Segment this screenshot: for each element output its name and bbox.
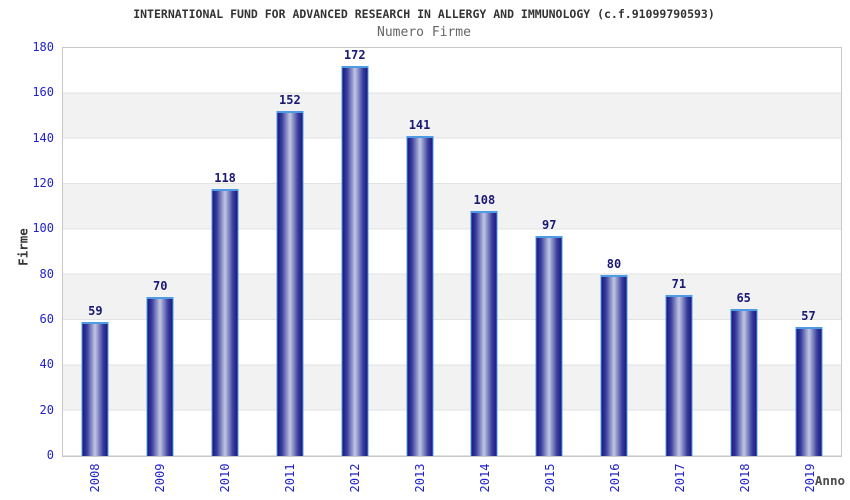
x-slot-2009: 2009 bbox=[127, 457, 192, 499]
bar-slot-2017: 71 bbox=[646, 48, 711, 456]
y-tick-label: 180 bbox=[32, 40, 54, 54]
x-tick-label: 2009 bbox=[152, 463, 167, 493]
bar-slot-2011: 152 bbox=[257, 48, 322, 456]
bar-value-label: 108 bbox=[473, 193, 496, 208]
x-slot-2016: 2016 bbox=[582, 457, 647, 499]
x-tick-label: 2017 bbox=[672, 463, 687, 493]
x-tick-label: 2008 bbox=[87, 463, 102, 493]
bar-value-label: 97 bbox=[541, 218, 557, 233]
x-slot-2017: 2017 bbox=[647, 457, 712, 499]
y-tick-label: 140 bbox=[32, 130, 54, 145]
bar-2018 bbox=[730, 308, 758, 456]
bar-slot-2012: 172 bbox=[322, 48, 387, 456]
bar-slot-2013: 141 bbox=[387, 48, 452, 456]
y-tick-label: 100 bbox=[32, 221, 54, 236]
bar-value-label: 141 bbox=[408, 118, 431, 133]
y-tick-label: 80 bbox=[39, 266, 54, 281]
bar-value-label: 172 bbox=[343, 48, 366, 63]
y-tick-label: 20 bbox=[39, 402, 54, 417]
x-tick-label: 2014 bbox=[477, 463, 492, 493]
y-axis-title: Firme bbox=[15, 228, 31, 266]
bar-2011 bbox=[276, 111, 304, 456]
y-tick-label: 40 bbox=[39, 357, 54, 372]
x-slot-2012: 2012 bbox=[322, 457, 387, 499]
bar-slot-2018: 65 bbox=[711, 48, 776, 456]
bar-slot-2008: 59 bbox=[63, 48, 128, 456]
plot-area: 59 70 118 152 172 141 108 97 80 71 65 57 bbox=[62, 47, 842, 457]
bar-2013 bbox=[406, 136, 434, 456]
x-tick-label: 2016 bbox=[607, 463, 622, 493]
bar-value-label: 57 bbox=[801, 308, 816, 323]
bar-value-label: 80 bbox=[606, 256, 622, 271]
bar-2010 bbox=[211, 188, 239, 456]
bar-2009 bbox=[146, 297, 174, 456]
x-tick-label: 2013 bbox=[412, 463, 427, 493]
x-slot-2015: 2015 bbox=[517, 457, 582, 499]
bar-slot-2014: 108 bbox=[452, 48, 517, 456]
bar-value-label: 59 bbox=[88, 304, 103, 319]
y-tick-label: 60 bbox=[39, 312, 54, 326]
bar-2012 bbox=[341, 66, 369, 456]
x-slot-2013: 2013 bbox=[387, 457, 452, 499]
bar-2019 bbox=[795, 326, 823, 456]
chart-title: INTERNATIONAL FUND FOR ADVANCED RESEARCH… bbox=[133, 7, 715, 21]
bar-2008 bbox=[81, 322, 109, 456]
bar-2014 bbox=[470, 211, 498, 456]
bar-slot-2016: 80 bbox=[582, 48, 647, 456]
x-axis: 2008 2009 2010 2011 2012 2013 2014 2015 2016 2017… bbox=[62, 457, 842, 499]
bar-2017 bbox=[665, 295, 693, 456]
x-tick-label: 2010 bbox=[217, 463, 232, 493]
x-tick-label: 2018 bbox=[737, 463, 752, 493]
y-tick-label: 120 bbox=[32, 176, 54, 190]
x-axis-title: Anno bbox=[814, 473, 845, 488]
bar-slot-2009: 70 bbox=[128, 48, 193, 456]
y-tick-label: 0 bbox=[46, 448, 54, 462]
bar-value-label: 70 bbox=[153, 279, 168, 294]
chart-subtitle: Numero Firme bbox=[377, 25, 471, 40]
x-tick-label: 2012 bbox=[347, 463, 362, 493]
x-slot-2008: 2008 bbox=[62, 457, 127, 499]
x-slot-2011: 2011 bbox=[257, 457, 322, 499]
bar-slot-2010: 118 bbox=[193, 48, 258, 456]
bar-slot-2019: 57 bbox=[776, 48, 841, 456]
bar-value-label: 65 bbox=[736, 290, 751, 305]
bar-value-label: 152 bbox=[279, 93, 301, 108]
x-tick-label: 2011 bbox=[282, 463, 297, 493]
bar-value-label: 118 bbox=[214, 170, 236, 185]
bar-2015 bbox=[535, 236, 563, 456]
y-axis: 0 20 40 60 80 100 120 140 160 180 bbox=[0, 40, 54, 462]
bar-2016 bbox=[600, 274, 628, 456]
bar-value-label: 71 bbox=[671, 277, 687, 292]
y-tick-label: 160 bbox=[32, 85, 54, 100]
x-tick-label: 2015 bbox=[542, 463, 557, 493]
bar-slot-2015: 97 bbox=[517, 48, 582, 456]
x-slot-2018: 2018 bbox=[712, 457, 777, 499]
x-slot-2010: 2010 bbox=[192, 457, 257, 499]
x-slot-2014: 2014 bbox=[452, 457, 517, 499]
